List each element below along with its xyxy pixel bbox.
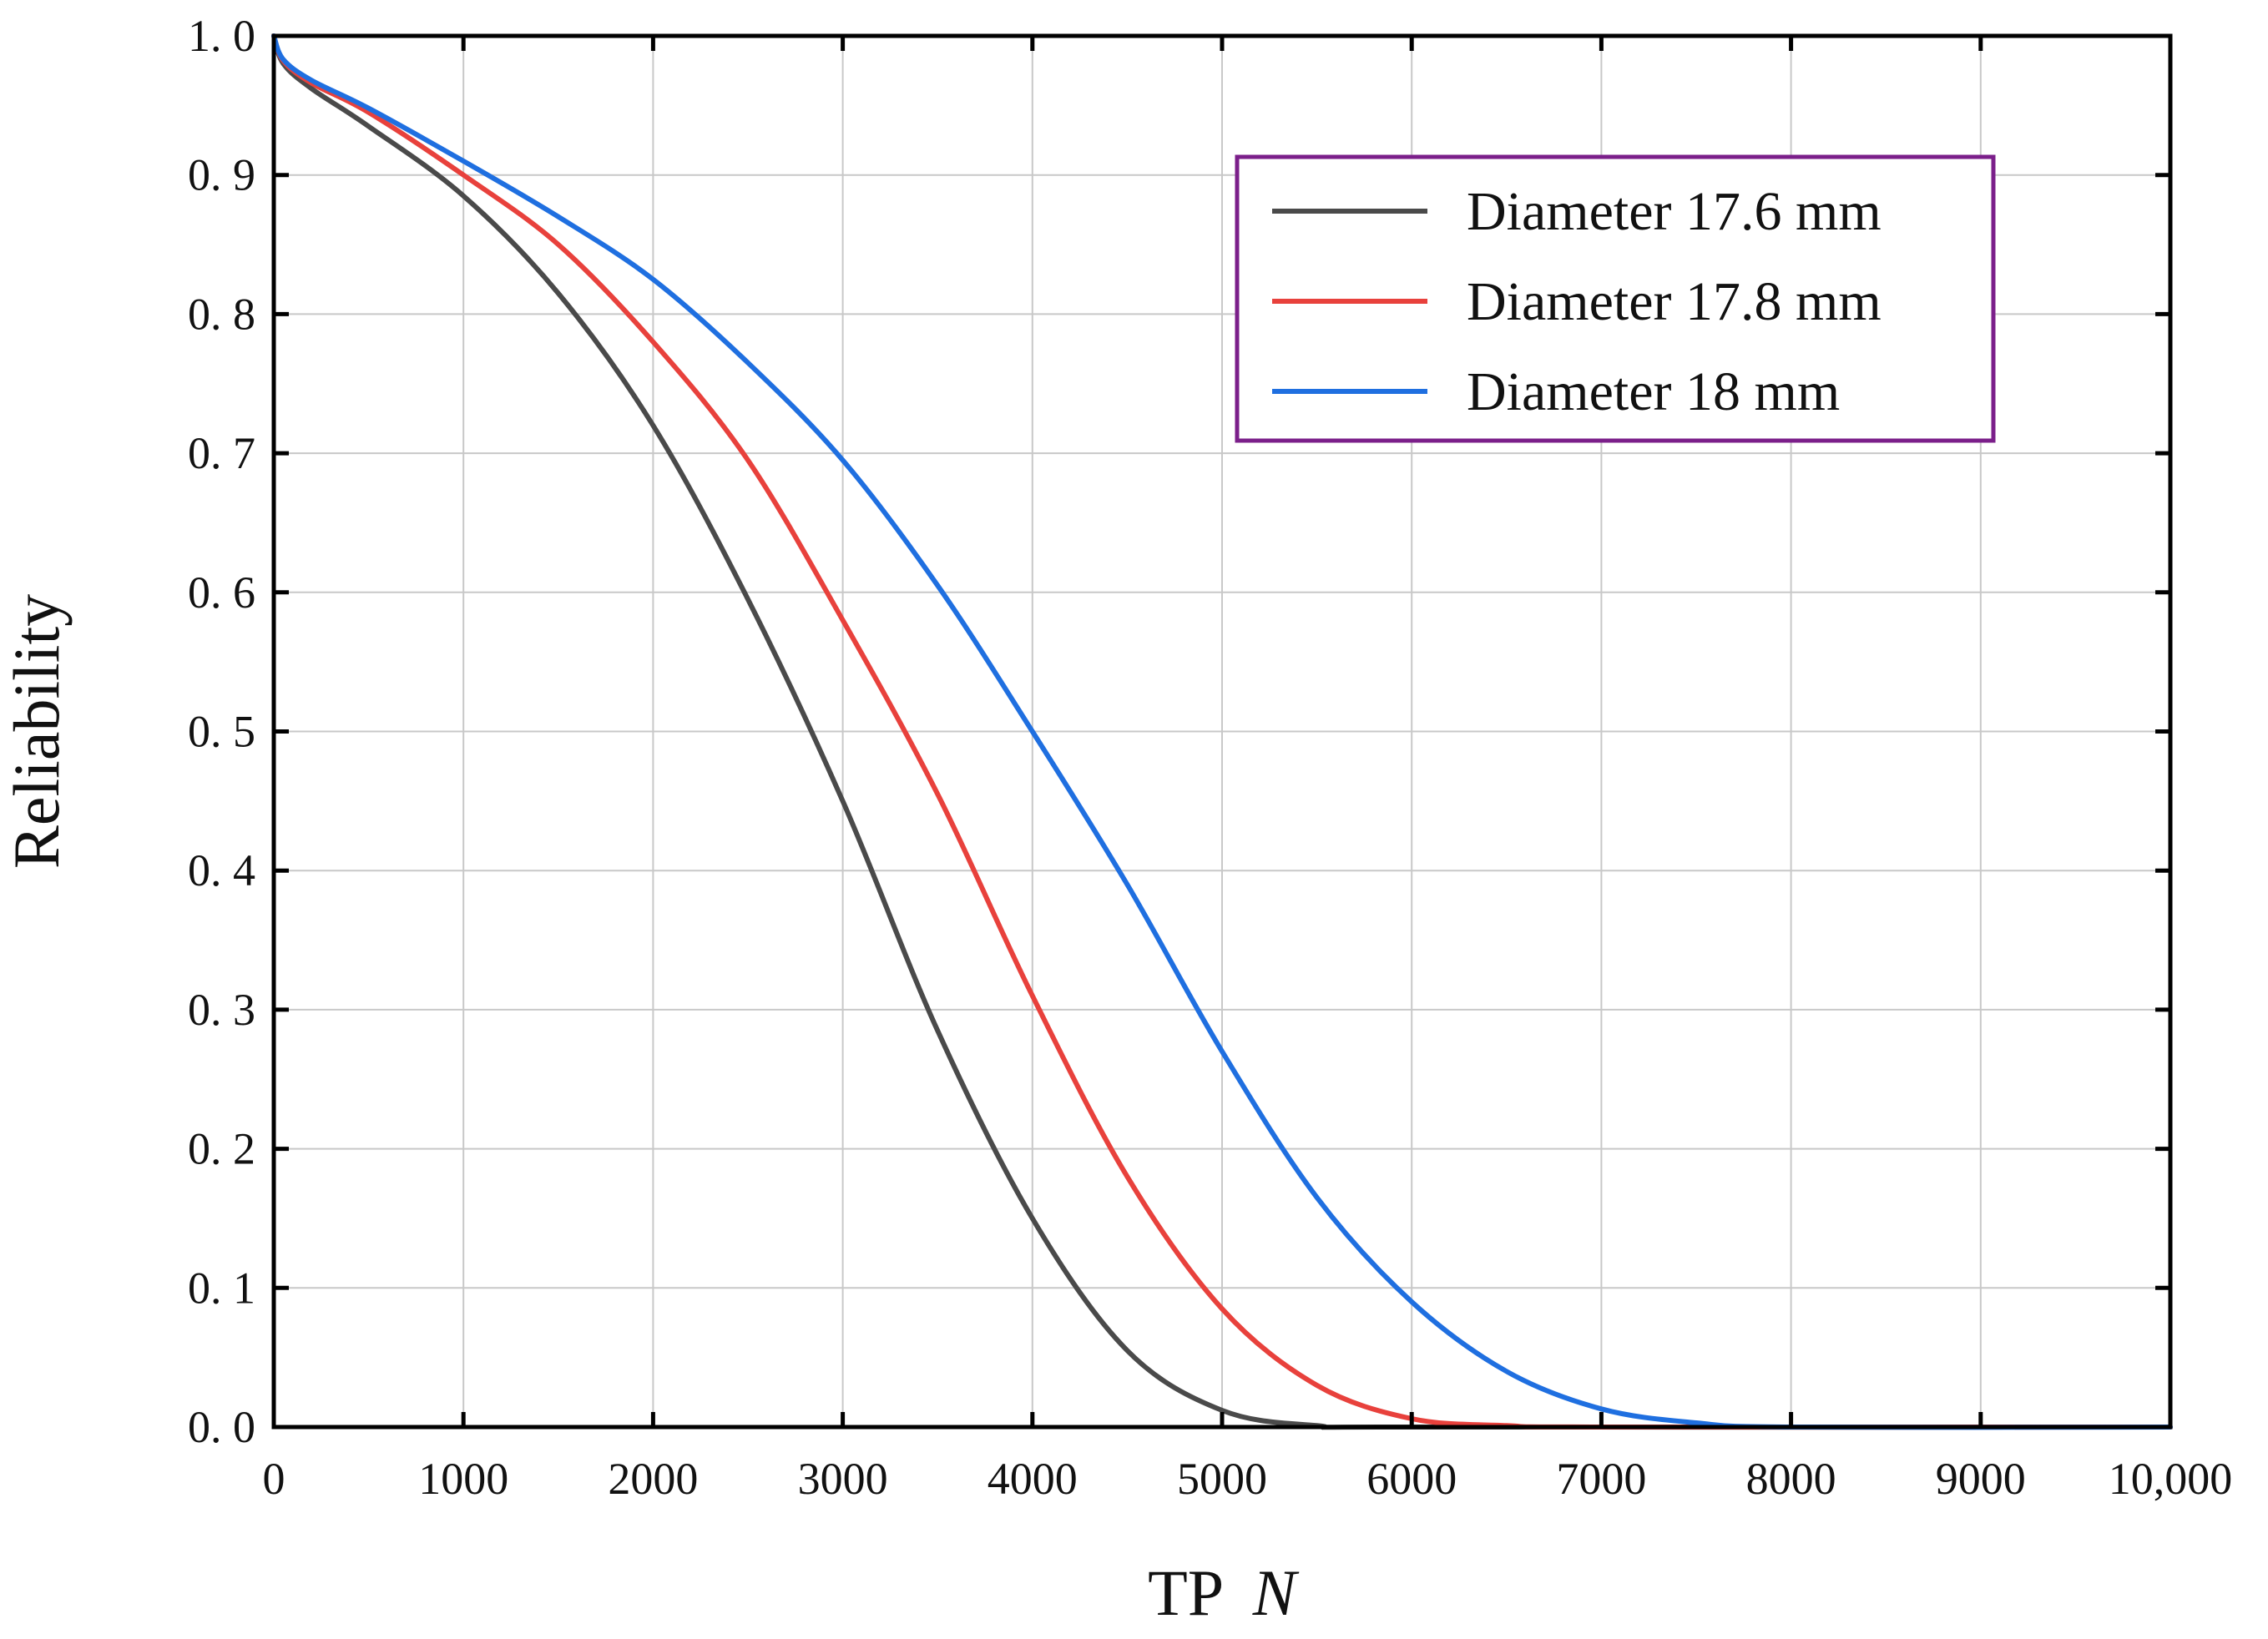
y-tick-label: 0. 3 — [188, 985, 255, 1035]
legend-label-2: Diameter 17.8 mm — [1467, 271, 1882, 332]
series-line-3 — [271, 33, 2173, 1430]
x-tick-label: 9000 — [1936, 1454, 2026, 1504]
y-tick-label: 0. 4 — [188, 845, 255, 895]
legend-label-1: Diameter 17.6 mm — [1467, 181, 1882, 242]
legend-label-3: Diameter 18 mm — [1467, 361, 1840, 422]
y-axis-title: Reliability — [0, 594, 73, 869]
x-tick-label: 6000 — [1366, 1454, 1457, 1504]
x-tick-label: 8000 — [1746, 1454, 1836, 1504]
x-tick-label: 3000 — [798, 1454, 888, 1504]
x-tick-labels: 0 1000 2000 3000 4000 5000 6000 7000 8000 9000 10,… — [263, 1454, 2233, 1504]
x-axis-title-text: TP — [1148, 1556, 1222, 1629]
x-tick-label: 1000 — [418, 1454, 508, 1504]
y-tick-label: 0. 2 — [188, 1124, 255, 1174]
x-tick-label: 10,000 — [2109, 1454, 2233, 1504]
y-tick-label: 0. 7 — [188, 428, 255, 478]
y-tick-label: 0. 5 — [188, 707, 255, 757]
legend: Diameter 17.6 mm Diameter 17.8 mm Diameter… — [1235, 154, 1996, 443]
y-tick-label: 1. 0 — [188, 11, 255, 61]
x-tick-label: 4000 — [988, 1454, 1078, 1504]
x-tick-label: 7000 — [1556, 1454, 1646, 1504]
x-tick-label: 2000 — [608, 1454, 698, 1504]
y-tick-label: 0. 8 — [188, 289, 255, 339]
x-axis-title-variable: N — [1252, 1556, 1300, 1629]
x-tick-label: 5000 — [1177, 1454, 1267, 1504]
y-tick-label: 0. 1 — [188, 1263, 255, 1313]
x-axis-title: TP N — [1148, 1556, 1300, 1629]
y-tick-labels: 0. 0 0. 1 0. 2 0. 3 0. 4 0. 5 0. 6 0. 7 0. 8 0. 9… — [188, 11, 255, 1452]
x-tick-label: 0 — [263, 1454, 285, 1504]
y-tick-label: 0. 0 — [188, 1402, 255, 1452]
tick-marks — [271, 33, 2173, 1430]
y-tick-label: 0. 9 — [188, 150, 255, 200]
y-tick-label: 0. 6 — [188, 567, 255, 618]
